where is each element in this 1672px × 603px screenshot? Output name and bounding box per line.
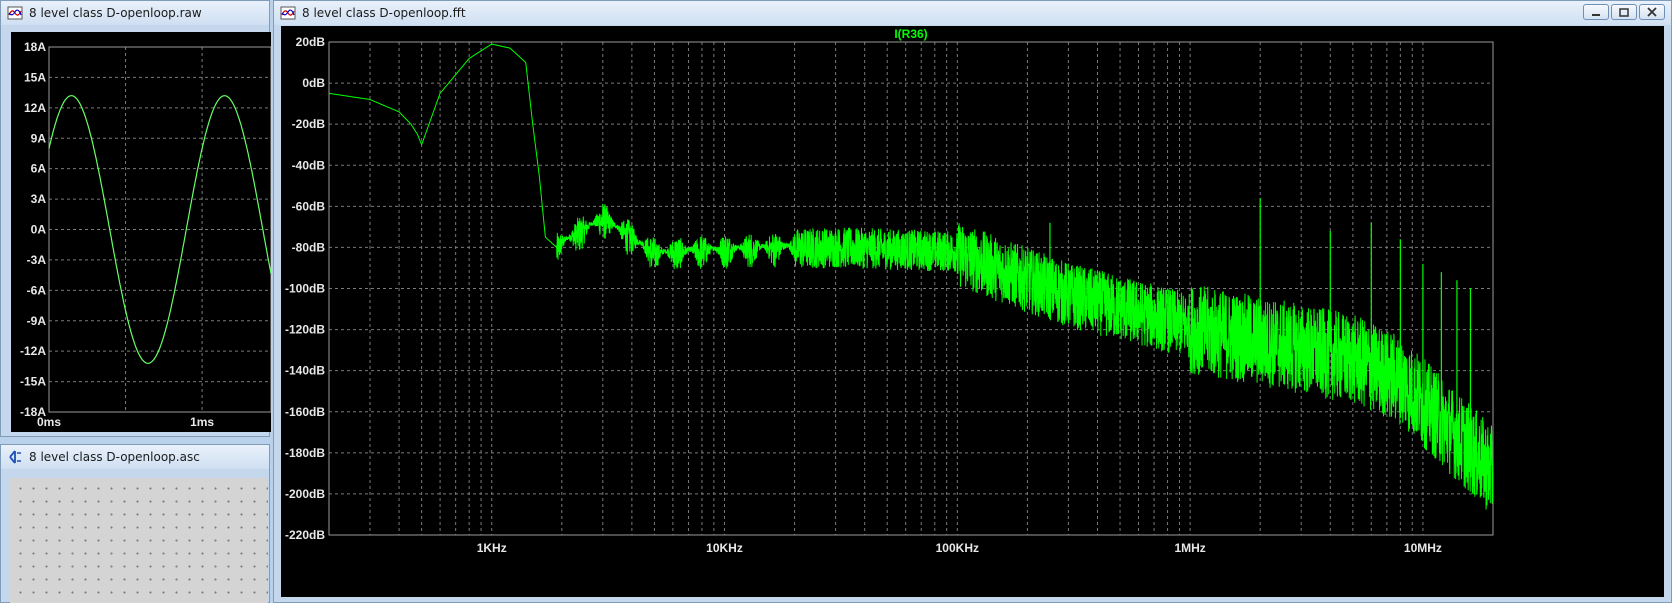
fft-y-tick-label: -180dB (285, 446, 325, 460)
fft-trace-label: I(R36) (894, 27, 927, 41)
raw-y-tick-label: -3A (27, 253, 47, 267)
raw-plot-frame (48, 46, 271, 413)
waveform-icon (7, 6, 23, 20)
fft-x-tick-label: 1MHz (1174, 541, 1205, 555)
fft-trace-line (329, 43, 1494, 510)
raw-y-tick-label: -15A (20, 375, 46, 389)
raw-y-tick-label: 6A (31, 162, 47, 176)
raw-x-tick-label: 1ms (190, 415, 214, 429)
raw-y-tick-label: -18A (20, 405, 46, 419)
fft-y-tick-label: -120dB (285, 323, 325, 337)
schematic-canvas[interactable] (10, 478, 268, 603)
raw-plot-svg: 18A 15A 12A 9A 6A 3A 0A -3A -6A -9A -12A -15A -18A0m… (20, 40, 271, 429)
asc-window-title: 8 level class D-openloop.asc (29, 450, 200, 464)
raw-x-tick-label: 0ms (37, 415, 61, 429)
close-icon (1647, 7, 1657, 17)
fft-x-tick-label: 10MHz (1404, 541, 1442, 555)
fft-y-tick-label: 20dB (296, 35, 326, 49)
close-button[interactable] (1639, 4, 1665, 20)
fft-plot[interactable]: 20dB 0dB -20dB -40dB -60dB -80dB -100dB -120dB -… (281, 26, 1664, 597)
fft-x-tick-label: 100KHz (936, 541, 979, 555)
fft-window-titlebar[interactable]: 8 level class D-openloop.fft (274, 1, 1671, 25)
schematic-icon (9, 450, 21, 464)
fft-y-tick-label: -40dB (292, 158, 326, 172)
fft-window-title: 8 level class D-openloop.fft (302, 6, 466, 20)
fft-y-tick-label: -20dB (292, 117, 326, 131)
fft-y-tick-label: -200dB (285, 487, 325, 501)
raw-y-tick-label: 12A (24, 101, 46, 115)
fft-y-tick-label: -100dB (285, 282, 325, 296)
window-controls (1583, 4, 1665, 20)
raw-plot[interactable]: 18A 15A 12A 9A 6A 3A 0A -3A -6A -9A -12A -15A -18A 0m… (11, 32, 271, 432)
fft-y-tick-label: -220dB (285, 528, 325, 542)
fft-x-tick-label: 1KHz (477, 541, 507, 555)
raw-trace-line (48, 95, 271, 364)
fft-window[interactable]: 8 level class D-openloop.fft 20dB 0dB -20d… (273, 0, 1672, 603)
fft-y-tick-label: -140dB (285, 364, 325, 378)
fft-y-tick-label: -80dB (292, 240, 326, 254)
raw-window-title: 8 level class D-openloop.raw (29, 6, 202, 20)
fft-y-tick-label: 0dB (302, 76, 325, 90)
raw-y-tick-label: 9A (31, 131, 47, 145)
raw-y-tick-label: 0A (31, 223, 47, 237)
fft-x-tick-label: 10KHz (706, 541, 743, 555)
raw-y-tick-label: 15A (24, 70, 46, 84)
fft-y-tick-label: -160dB (285, 405, 325, 419)
fft-plot-svg: 20dB 0dB -20dB -40dB -60dB -80dB -100dB -120dB -… (285, 27, 1494, 555)
minimize-button[interactable] (1583, 4, 1609, 20)
raw-y-tick-label: -9A (27, 314, 47, 328)
waveform-icon (280, 6, 296, 20)
restore-icon (1619, 7, 1629, 17)
raw-y-tick-label: -12A (20, 344, 46, 358)
raw-y-tick-label: -6A (27, 283, 47, 297)
fft-plot-frame (328, 41, 1494, 536)
raw-window[interactable]: 8 level class D-openloop.raw 18A 15A 12A 9A… (0, 0, 271, 437)
asc-window-titlebar[interactable]: 8 level class D-openloop.asc (1, 445, 269, 469)
maximize-button[interactable] (1611, 4, 1637, 20)
raw-y-tick-label: 18A (24, 40, 46, 54)
raw-window-titlebar[interactable]: 8 level class D-openloop.raw (1, 1, 269, 25)
raw-y-tick-label: 3A (31, 192, 47, 206)
minimize-icon (1592, 14, 1600, 16)
fft-y-tick-label: -60dB (292, 199, 326, 213)
